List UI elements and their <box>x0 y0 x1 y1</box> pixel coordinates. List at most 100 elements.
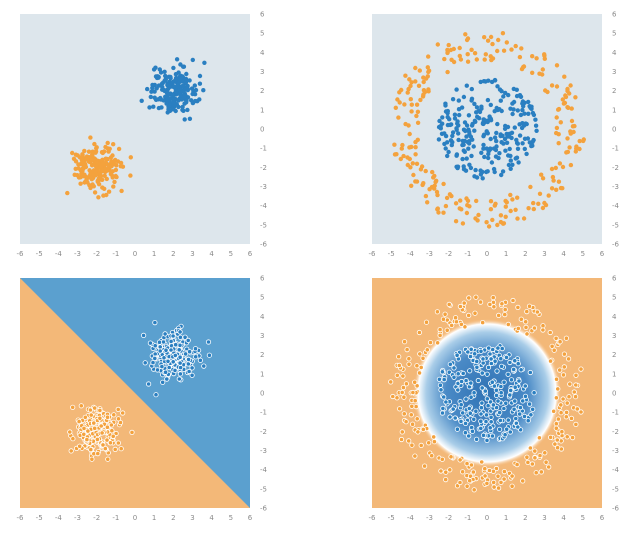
data-point-blue <box>174 83 180 89</box>
data-point-blue <box>522 383 528 389</box>
data-point-orange <box>563 335 570 341</box>
data-point-orange <box>554 445 561 451</box>
data-point-orange <box>530 54 535 59</box>
data-point-orange <box>88 412 94 418</box>
data-point-orange <box>464 210 470 216</box>
data-point-orange <box>482 466 488 472</box>
data-point-blue <box>193 354 199 360</box>
data-point-orange <box>565 136 570 141</box>
x-tick-label: -1 <box>112 514 119 522</box>
data-point-blue <box>159 105 164 110</box>
data-point-blue <box>469 153 474 159</box>
x-tick-label: 3 <box>542 250 546 258</box>
data-point-orange <box>457 45 462 51</box>
data-point-blue <box>488 356 494 362</box>
data-point-blue <box>474 358 480 364</box>
data-point-orange <box>559 429 565 435</box>
data-point-blue <box>159 81 165 87</box>
data-point-orange <box>86 149 92 154</box>
data-point-orange <box>539 172 544 177</box>
data-point-orange <box>393 105 398 111</box>
x-tick-label: -5 <box>388 250 395 258</box>
data-point-orange <box>496 312 502 318</box>
data-point-blue <box>480 432 487 438</box>
data-point-blue <box>463 396 469 402</box>
chart-panel-bottom-left: -6 -5 -4 -3 -2 -1 0 1 2 3 4 5 6 6 5 4 3 2 1 0 -1 -2 -3 -4 -5 -6 <box>17 275 268 523</box>
data-point-orange <box>409 183 414 188</box>
data-point-orange <box>116 146 122 152</box>
data-point-orange <box>105 140 110 146</box>
data-point-blue <box>478 168 483 173</box>
data-point-orange <box>560 97 565 102</box>
data-point-orange <box>421 463 428 469</box>
data-point-orange <box>94 436 101 442</box>
data-point-orange <box>92 405 98 411</box>
data-point-blue <box>193 87 199 93</box>
data-point-orange <box>569 434 576 441</box>
data-point-orange <box>111 184 116 189</box>
data-point-orange <box>409 102 414 107</box>
y-tick-label: 6 <box>612 275 617 283</box>
plot-background <box>372 14 602 244</box>
data-point-orange <box>107 440 114 446</box>
data-point-orange <box>482 473 488 479</box>
data-point-orange <box>426 69 431 75</box>
data-point-orange <box>410 161 415 166</box>
data-point-blue <box>455 387 461 393</box>
data-point-orange <box>458 57 464 62</box>
data-point-blue <box>464 123 470 128</box>
data-point-blue <box>163 347 169 353</box>
y-tick-label: 4 <box>612 49 617 57</box>
y-tick-label: -1 <box>612 145 619 153</box>
data-point-blue <box>495 121 500 127</box>
data-point-blue <box>197 73 203 79</box>
data-point-orange <box>88 185 93 191</box>
y-tick-label: -5 <box>260 485 267 493</box>
data-point-orange <box>431 439 437 445</box>
y-tick-label: -6 <box>612 241 620 249</box>
data-point-orange <box>472 310 478 316</box>
data-point-orange <box>412 379 418 385</box>
data-point-blue <box>489 433 496 439</box>
data-point-orange <box>499 301 505 307</box>
y-tick-label: 3 <box>612 332 616 340</box>
y-tick-label: 2 <box>260 351 264 359</box>
data-point-blue <box>455 371 461 377</box>
data-point-blue <box>441 376 447 383</box>
data-point-orange <box>568 83 573 88</box>
data-point-orange <box>537 452 543 459</box>
data-point-blue <box>190 91 195 97</box>
data-point-orange <box>92 141 97 147</box>
data-point-orange <box>505 321 511 327</box>
data-point-orange <box>115 406 121 412</box>
data-point-orange <box>413 152 418 157</box>
data-point-blue <box>510 111 515 117</box>
data-point-blue <box>483 418 489 425</box>
data-point-orange <box>400 142 405 148</box>
data-point-orange <box>435 206 440 211</box>
data-point-blue <box>176 376 182 382</box>
y-tick-label: -4 <box>260 466 268 474</box>
data-point-orange <box>414 113 419 119</box>
data-point-blue <box>467 141 472 146</box>
data-point-orange <box>564 434 570 440</box>
data-point-blue <box>454 352 460 358</box>
data-point-blue <box>177 360 183 366</box>
x-tick-label: 6 <box>248 250 253 258</box>
data-point-blue <box>141 332 147 338</box>
data-point-orange <box>565 149 571 155</box>
data-point-blue <box>485 364 492 370</box>
data-point-blue <box>192 83 197 88</box>
data-point-orange <box>425 65 430 70</box>
data-point-orange <box>96 182 102 187</box>
data-point-blue <box>441 394 447 400</box>
data-point-blue <box>165 358 171 364</box>
data-point-orange <box>470 469 476 475</box>
data-point-blue <box>443 109 449 114</box>
data-point-blue <box>163 73 168 79</box>
data-point-blue <box>526 401 533 407</box>
data-point-blue <box>530 143 535 148</box>
data-point-blue <box>478 79 483 85</box>
data-point-orange <box>416 83 422 89</box>
